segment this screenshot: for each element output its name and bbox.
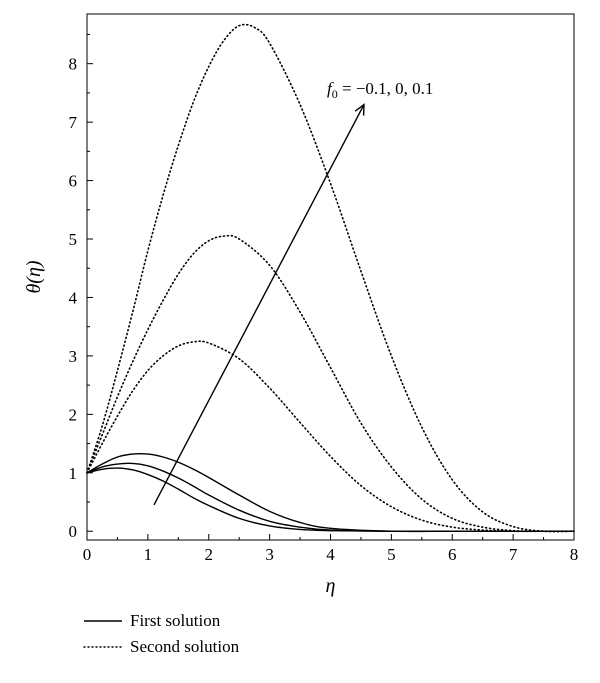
legend-label-1: First solution [130, 611, 221, 630]
y-tick-label: 1 [69, 464, 78, 483]
annotation-label-values: = −0.1, 0, 0.1 [338, 79, 434, 98]
y-tick-label: 3 [69, 347, 78, 366]
y-tick-label: 8 [69, 55, 78, 74]
first-solution-curve-1 [86, 467, 574, 532]
x-tick-label: 8 [570, 545, 579, 564]
legend-label-2: Second solution [130, 637, 240, 656]
x-tick-label: 4 [326, 545, 335, 564]
y-tick-label: 5 [69, 230, 78, 249]
y-axis-label: θ(η) [23, 260, 45, 293]
annotation-arrow-head [354, 103, 365, 116]
y-tick-label: 4 [69, 288, 78, 307]
second-solution-curve-4 [86, 340, 575, 533]
y-tick-label: 7 [69, 113, 78, 132]
first-solution-curve-2 [86, 462, 574, 533]
x-tick-label: 3 [265, 545, 274, 564]
x-axis-label: η [326, 575, 336, 597]
x-tick-label: 7 [509, 545, 518, 564]
second-solution-curve-5 [86, 234, 575, 533]
annotation-label-var: f [327, 79, 334, 98]
y-tick-label: 2 [69, 405, 78, 424]
annotation-label: f0 = −0.1, 0, 0.1 [327, 79, 433, 101]
first-solution-curve-3 [86, 453, 574, 533]
x-tick-label: 0 [83, 545, 92, 564]
y-tick-label: 0 [69, 522, 78, 541]
x-tick-label: 2 [205, 545, 214, 564]
y-tick-label: 6 [69, 172, 78, 191]
x-tick-label: 6 [448, 545, 457, 564]
x-tick-label: 1 [144, 545, 153, 564]
x-tick-label: 5 [387, 545, 396, 564]
annotation-arrow-line [153, 104, 365, 506]
annotation-label-sub: 0 [332, 87, 338, 101]
